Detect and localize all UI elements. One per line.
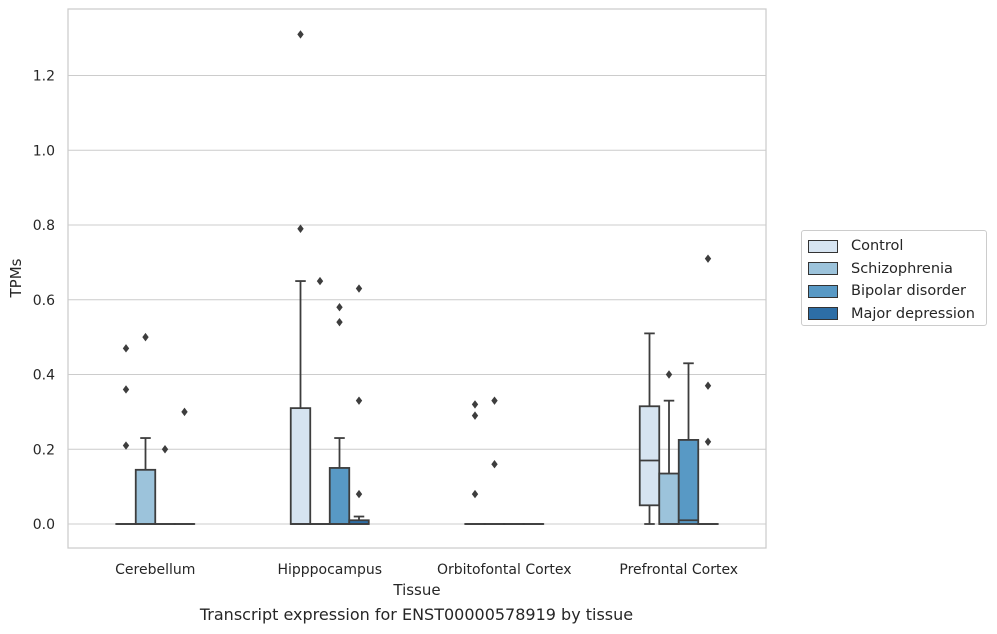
box-rect	[134, 468, 157, 525]
box	[658, 370, 680, 525]
y-axis-label: TPMs	[7, 258, 25, 298]
grid-lines	[68, 75, 766, 525]
box-rect	[638, 405, 661, 507]
box	[115, 344, 137, 525]
outlier-point	[704, 381, 712, 390]
box	[348, 284, 370, 525]
plot-frame	[67, 8, 767, 549]
outlier-point	[122, 441, 130, 450]
outlier-point	[142, 332, 149, 342]
legend-item: Major depression	[808, 303, 980, 326]
outlier-point	[355, 396, 363, 405]
outlier-point	[297, 224, 304, 233]
legend-item: Schizophrenia	[808, 258, 980, 281]
box	[134, 332, 157, 525]
legend-label: Schizophrenia	[851, 260, 953, 277]
box-rect	[658, 472, 680, 525]
outlier-point	[355, 489, 363, 499]
y-tick-label: 0.6	[33, 293, 55, 309]
outlier-point	[704, 437, 712, 446]
outlier-point	[297, 30, 304, 39]
y-tick-label: 0.2	[33, 442, 55, 458]
legend-label: Major depression	[851, 305, 975, 322]
outlier-point	[161, 445, 169, 454]
legend-swatch	[808, 262, 838, 276]
y-tick-label: 1.2	[33, 69, 55, 85]
outlier-point	[122, 385, 130, 394]
x-tick-labels: Cerebellum Hipppocampus Orbitofontal Corte…	[115, 562, 738, 578]
legend-item: Control	[808, 235, 980, 258]
box-plots	[115, 30, 719, 525]
x-tick-label: Hipppocampus	[277, 562, 382, 578]
x-tick-label: Prefrontal Cortex	[619, 562, 738, 578]
box	[677, 362, 700, 525]
box	[638, 332, 661, 525]
x-axis-label: Tissue	[392, 581, 440, 599]
legend-swatch	[808, 239, 838, 253]
legend: Control Schizophrenia Bipolar disorder Majo…	[801, 230, 987, 326]
legend-swatch	[808, 284, 838, 298]
outlier-point	[491, 460, 498, 469]
outlier-point	[471, 411, 479, 420]
y-tick-label: 1.0	[33, 143, 55, 159]
box-rect	[677, 439, 700, 525]
y-tick-label: 0.4	[33, 368, 55, 384]
box	[154, 445, 176, 525]
legend-swatch	[808, 307, 838, 321]
y-tick-labels: 0.0 0.2 0.4 0.6 0.8 1.0 1.2	[33, 69, 55, 534]
outlier-point	[336, 317, 343, 327]
box	[173, 407, 196, 525]
box-rect	[328, 467, 351, 525]
y-tick-label: 0.0	[33, 517, 55, 533]
x-tick-label: Cerebellum	[115, 562, 195, 578]
outlier-point	[491, 396, 498, 405]
outlier-point	[122, 344, 130, 353]
box	[464, 400, 486, 525]
legend-item: Bipolar disorder	[808, 280, 980, 303]
outlier-point	[355, 284, 363, 293]
outlier-point	[665, 370, 673, 379]
outlier-point	[316, 276, 324, 286]
y-tick-label: 0.8	[33, 218, 55, 234]
outlier-point	[336, 303, 343, 312]
outlier-point	[471, 489, 479, 499]
outlier-point	[181, 407, 188, 417]
box	[309, 276, 331, 525]
box	[483, 396, 506, 525]
legend-label: Bipolar disorder	[851, 283, 966, 300]
outlier-point	[704, 254, 712, 263]
box	[697, 254, 719, 525]
legend-label: Control	[851, 238, 904, 255]
box	[328, 303, 351, 525]
box	[289, 30, 312, 525]
outlier-point	[471, 400, 479, 409]
chart-caption: Transcript expression for ENST0000057891…	[199, 605, 634, 624]
x-tick-label: Orbitofontal Cortex	[437, 562, 572, 578]
box-rect	[289, 407, 312, 525]
